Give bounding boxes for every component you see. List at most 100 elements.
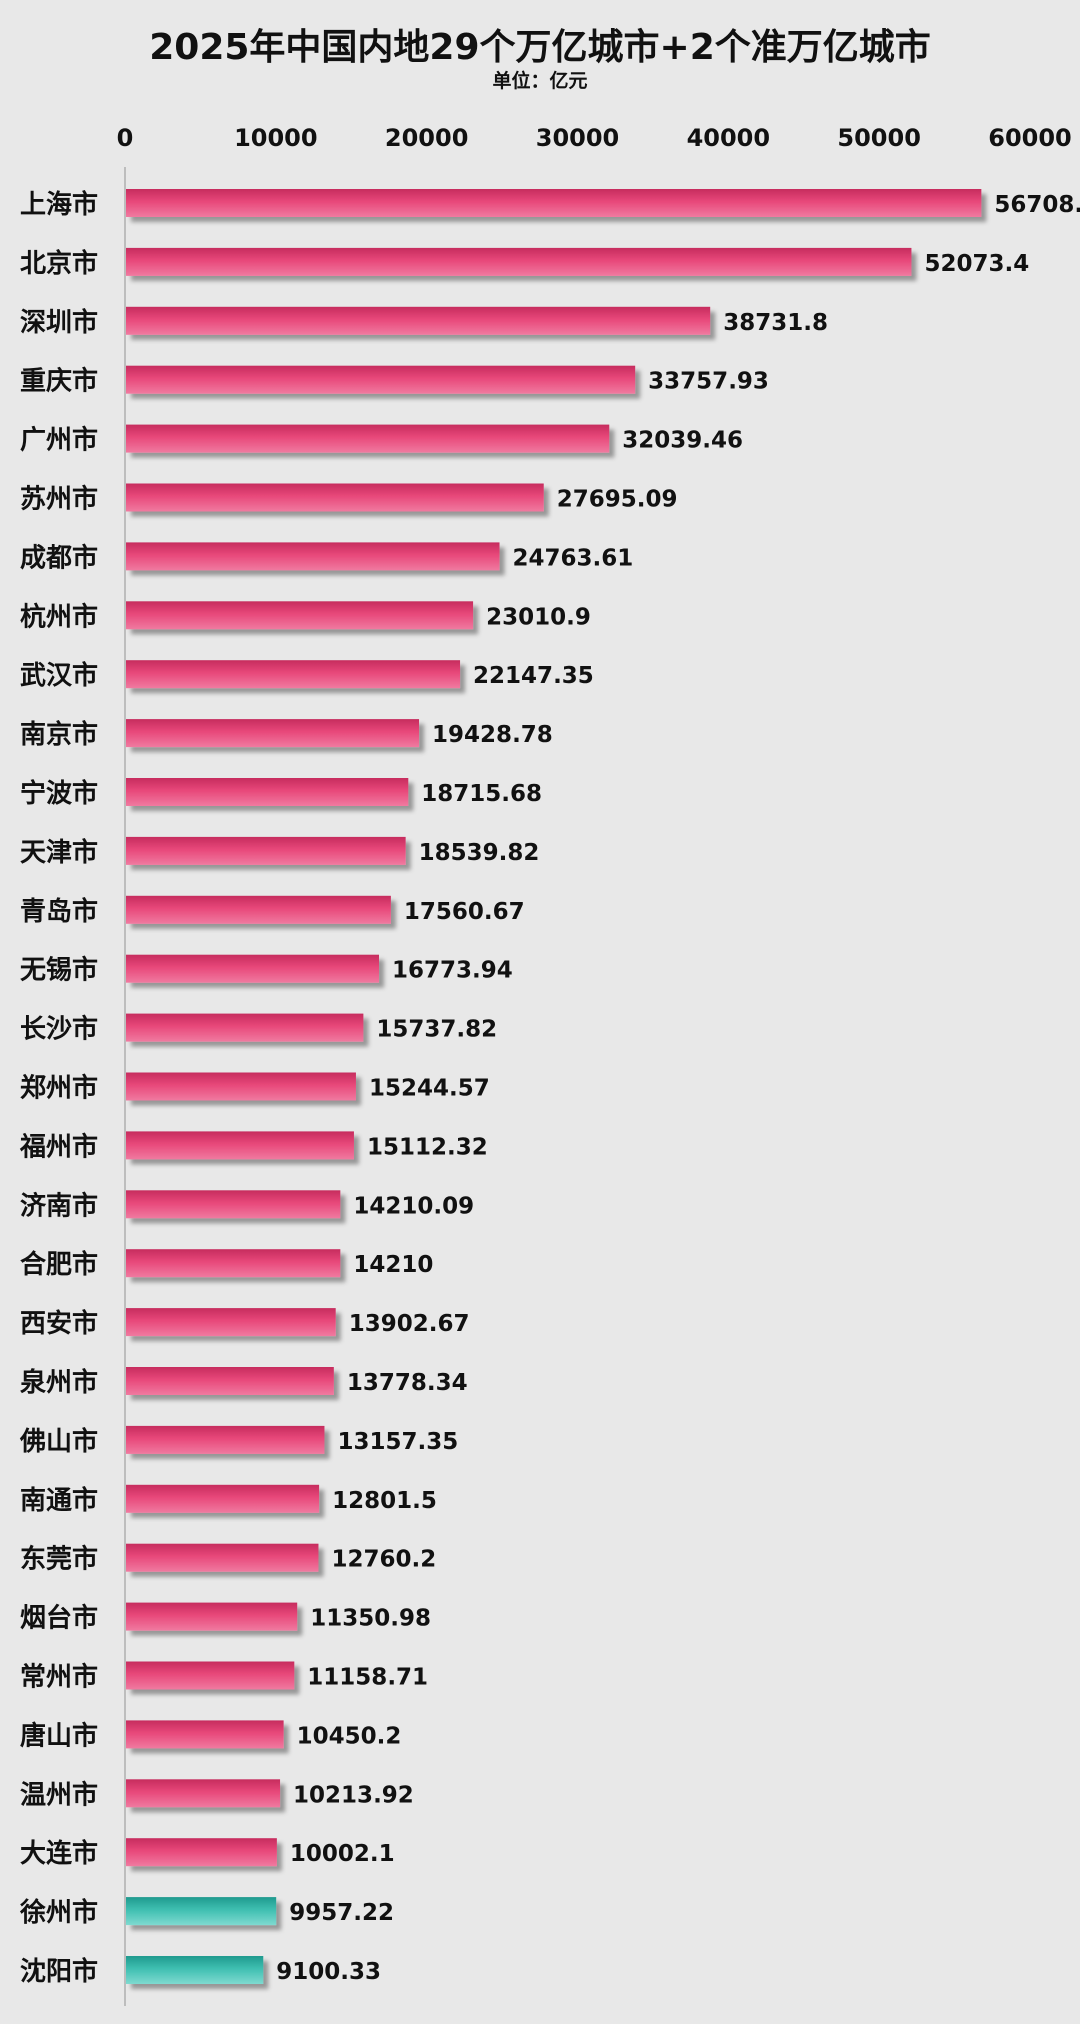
category-label: 青岛市 xyxy=(20,896,98,927)
category-label: 天津市 xyxy=(20,837,98,868)
value-label: 52073.4 xyxy=(924,251,1029,277)
category-label: 佛山市 xyxy=(19,1426,98,1457)
category-label: 杭州市 xyxy=(20,601,98,632)
bar xyxy=(126,601,474,630)
bar xyxy=(126,1956,264,1984)
category-label: 常州市 xyxy=(20,1662,98,1693)
category-label: 东莞市 xyxy=(20,1544,98,1575)
value-label: 27695.09 xyxy=(557,487,678,513)
value-label: 22147.35 xyxy=(473,663,594,689)
x-tick-label: 20000 xyxy=(385,124,469,152)
value-label: 12760.2 xyxy=(331,1547,436,1573)
bar xyxy=(126,1190,341,1219)
bar xyxy=(126,542,500,571)
bar xyxy=(126,836,406,865)
value-label: 17560.67 xyxy=(404,899,525,925)
bar xyxy=(126,1779,281,1808)
value-label: 9100.33 xyxy=(276,1959,381,1985)
value-label: 19428.78 xyxy=(432,722,553,748)
x-tick-label: 0 xyxy=(117,124,134,152)
bar xyxy=(126,365,636,394)
category-label: 沈阳市 xyxy=(20,1956,98,1987)
value-label: 18539.82 xyxy=(419,840,540,866)
category-label: 苏州市 xyxy=(20,484,98,515)
value-label: 10213.92 xyxy=(293,1782,414,1808)
category-label: 温州市 xyxy=(20,1779,98,1810)
bar xyxy=(126,1897,277,1926)
category-label: 西安市 xyxy=(20,1308,98,1339)
bar xyxy=(126,1661,295,1690)
value-label: 12801.5 xyxy=(332,1488,437,1514)
category-label: 徐州市 xyxy=(19,1897,98,1928)
value-label: 15112.32 xyxy=(367,1134,488,1160)
category-label: 合肥市 xyxy=(20,1249,98,1280)
y-axis: 上海市北京市深圳市重庆市广州市苏州市成都市杭州市武汉市南京市宁波市天津市青岛市无… xyxy=(19,167,126,2006)
bar xyxy=(126,1249,341,1278)
bar xyxy=(126,1484,320,1513)
bar xyxy=(126,424,610,453)
x-tick-label: 10000 xyxy=(234,124,318,152)
bar xyxy=(126,189,982,217)
category-label: 上海市 xyxy=(20,189,98,220)
bar xyxy=(126,1425,325,1454)
category-label: 武汉市 xyxy=(20,660,98,691)
category-label: 郑州市 xyxy=(20,1073,98,1104)
category-label: 无锡市 xyxy=(20,955,98,986)
category-label: 泉州市 xyxy=(20,1367,98,1398)
category-label: 大连市 xyxy=(20,1838,98,1869)
bar xyxy=(126,954,380,983)
value-label: 13902.67 xyxy=(349,1311,470,1337)
value-label: 13157.35 xyxy=(337,1429,458,1455)
category-label: 烟台市 xyxy=(20,1603,98,1634)
bar xyxy=(126,1072,356,1101)
category-label: 广州市 xyxy=(20,425,98,456)
value-label: 16773.94 xyxy=(392,958,513,984)
category-label: 南京市 xyxy=(20,719,98,750)
bar xyxy=(126,1602,298,1631)
bar xyxy=(126,1013,364,1042)
value-labels: 56708.71 52073.4 38731.8 33757.93 32039.46 27… xyxy=(276,192,1080,1985)
value-label: 13778.34 xyxy=(347,1370,468,1396)
bar xyxy=(126,1131,354,1160)
chart-subtitle: 单位：亿元 xyxy=(492,70,588,92)
bar xyxy=(126,1838,277,1867)
value-label: 15244.57 xyxy=(369,1076,490,1102)
bar xyxy=(126,895,391,924)
bar xyxy=(126,778,409,806)
category-label: 福州市 xyxy=(19,1131,98,1162)
category-label: 北京市 xyxy=(20,248,98,279)
x-tick-label: 50000 xyxy=(837,124,921,152)
bar xyxy=(126,660,461,689)
value-label: 38731.8 xyxy=(723,310,828,336)
bar xyxy=(126,1308,336,1337)
value-label: 10002.1 xyxy=(290,1841,395,1867)
value-label: 9957.22 xyxy=(289,1900,394,1926)
category-label: 深圳市 xyxy=(20,307,98,338)
value-label: 32039.46 xyxy=(622,428,743,454)
value-label: 11350.98 xyxy=(310,1606,431,1632)
x-tick-label: 60000 xyxy=(988,124,1072,152)
bar xyxy=(126,719,420,748)
bar xyxy=(126,483,544,512)
bars xyxy=(126,189,982,1984)
value-label: 24763.61 xyxy=(513,545,634,571)
chart-title: 2025年中国内地29个万亿城市+2个准万亿城市 xyxy=(149,27,931,68)
bar xyxy=(126,247,912,276)
x-tick-label: 30000 xyxy=(536,124,620,152)
category-label: 重庆市 xyxy=(20,366,98,397)
bar xyxy=(126,1367,334,1395)
value-label: 10450.2 xyxy=(297,1723,402,1749)
value-label: 33757.93 xyxy=(648,369,769,395)
category-label: 宁波市 xyxy=(20,778,98,809)
category-label: 济南市 xyxy=(20,1190,98,1221)
bar xyxy=(126,1720,284,1749)
bar xyxy=(126,1543,319,1572)
value-label: 15737.82 xyxy=(376,1017,497,1043)
value-label: 14210 xyxy=(353,1252,433,1278)
category-label: 成都市 xyxy=(20,542,98,573)
category-label: 唐山市 xyxy=(20,1720,98,1751)
value-label: 23010.9 xyxy=(486,604,591,630)
category-label: 长沙市 xyxy=(20,1014,98,1045)
value-label: 18715.68 xyxy=(421,781,542,807)
